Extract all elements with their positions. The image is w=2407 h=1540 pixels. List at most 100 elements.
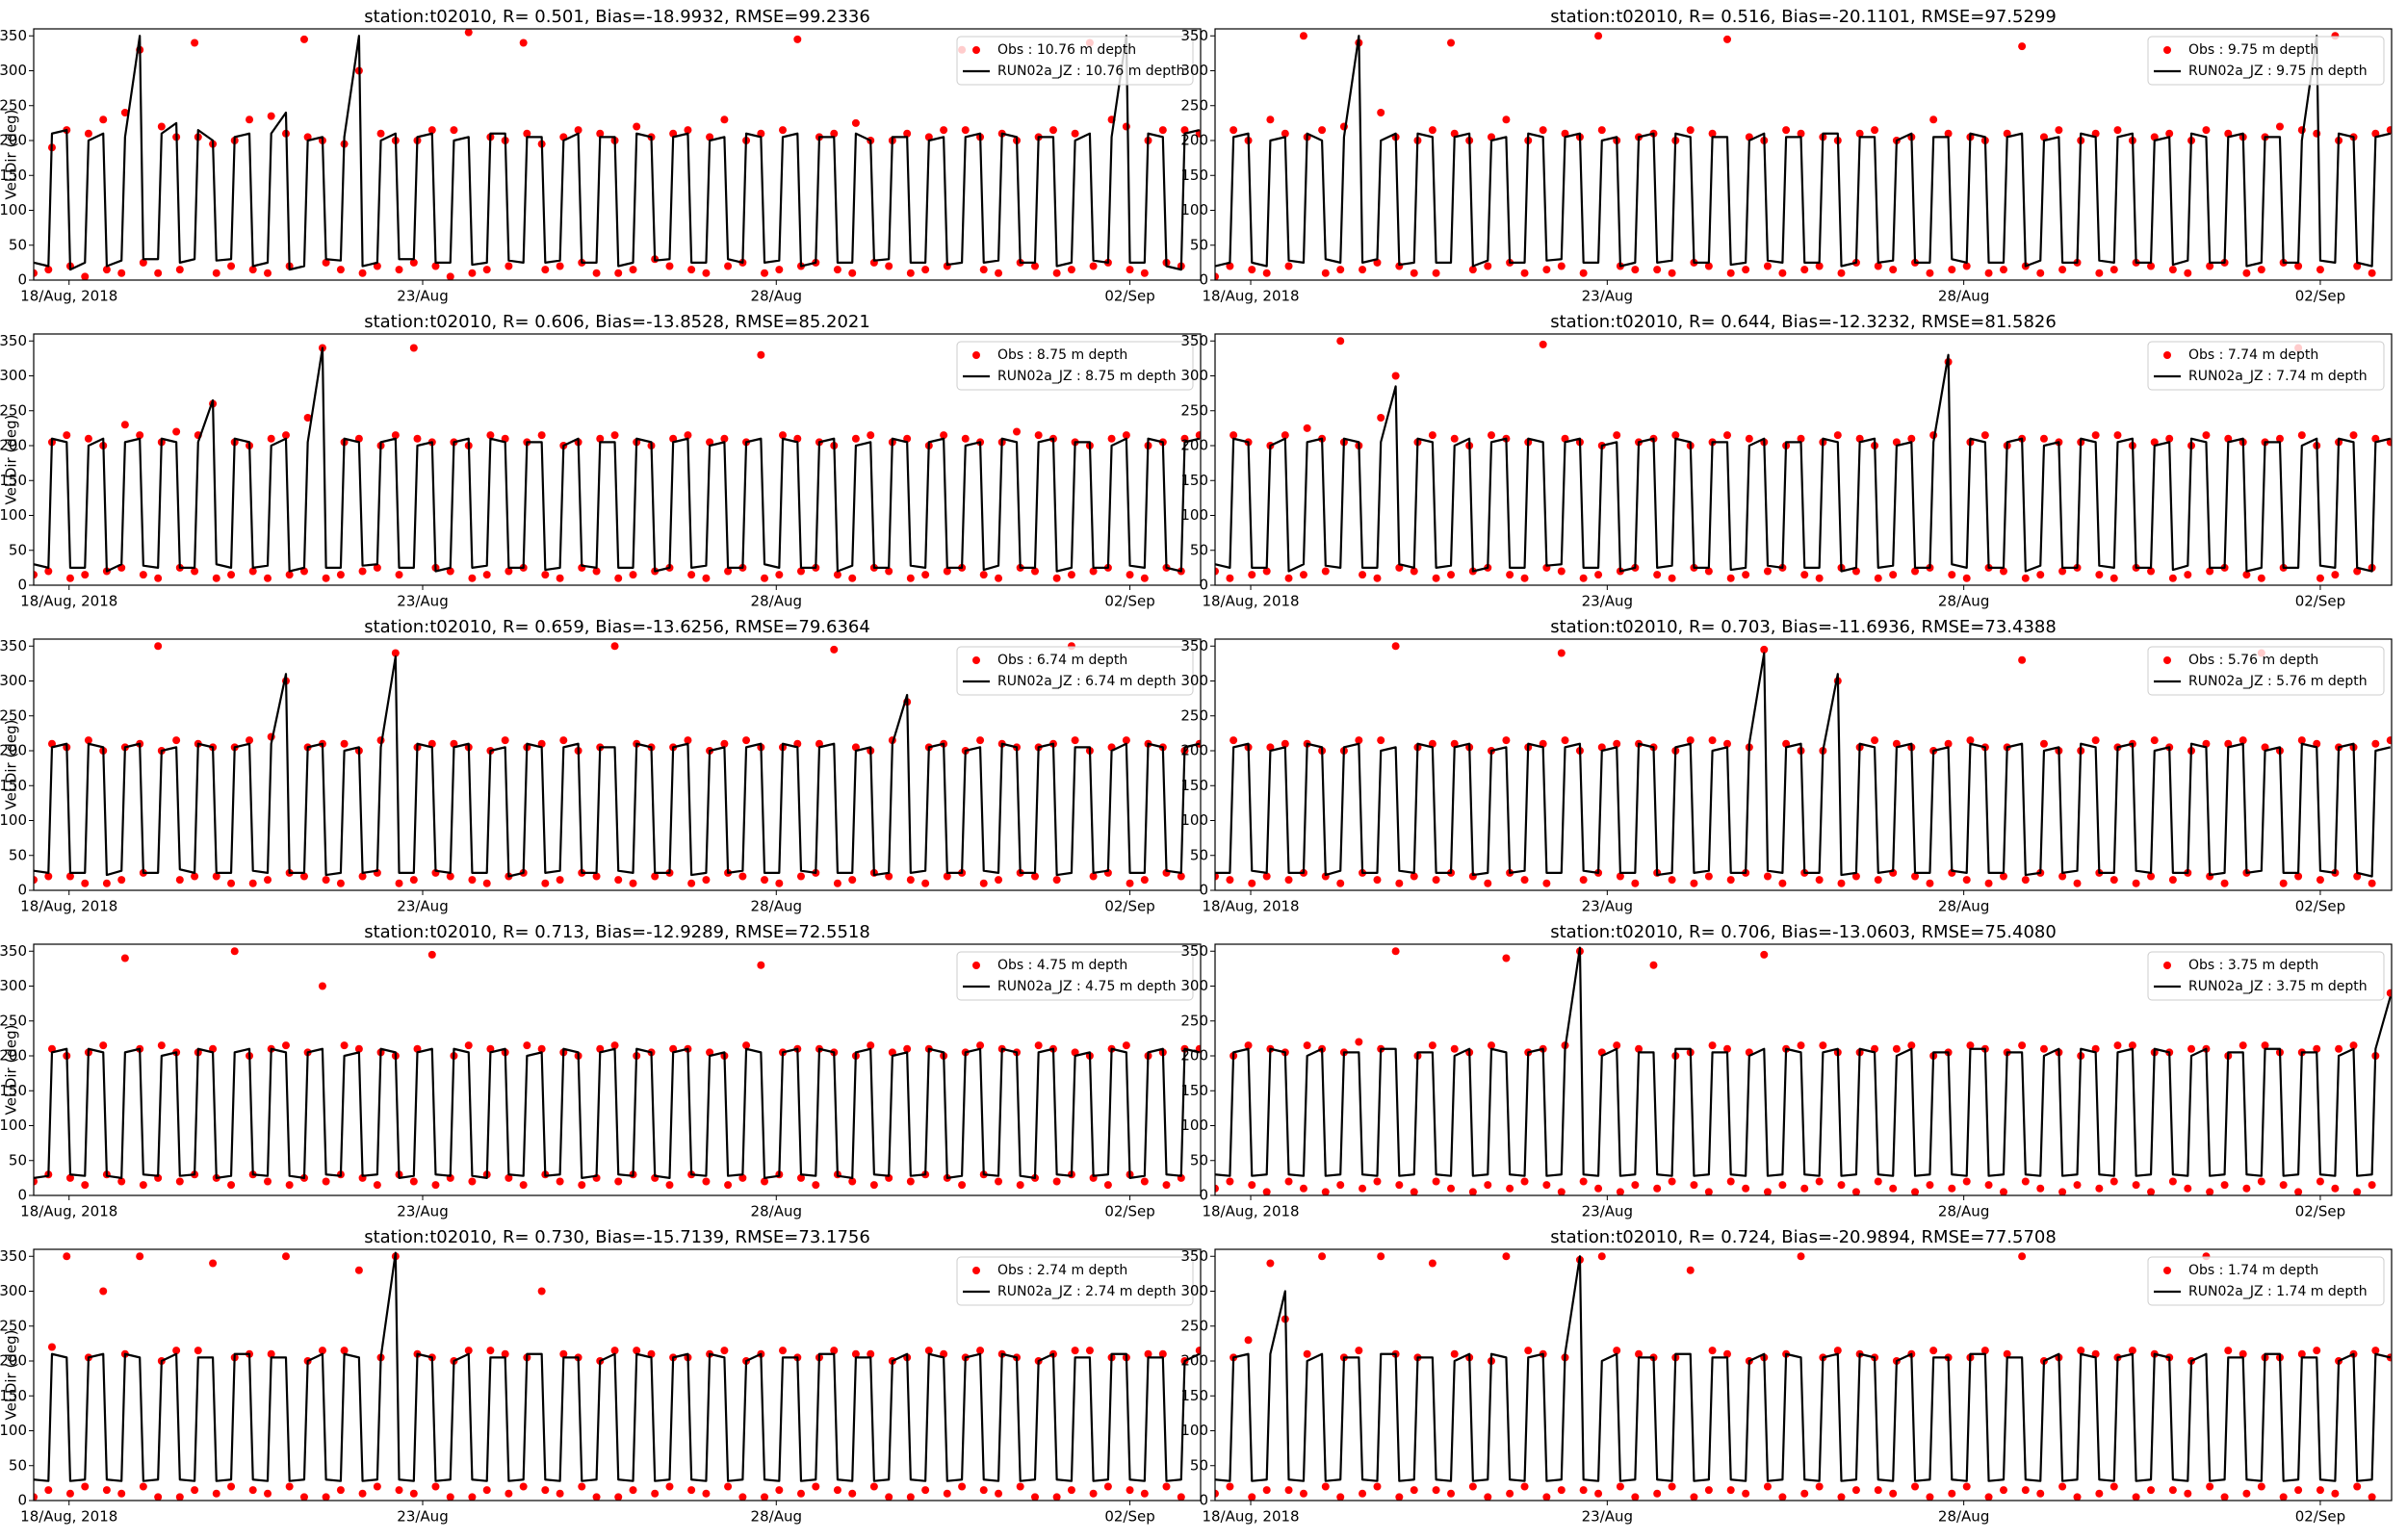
obs-point [1506, 1489, 1514, 1498]
obs-point [1999, 1188, 2007, 1195]
obs-point [687, 571, 696, 579]
subplot-title: station:t02010, R= 0.703, Bias=-11.6936,… [1550, 617, 2057, 637]
obs-point [775, 571, 784, 579]
obs-point [1797, 1041, 1805, 1050]
obs-point [1851, 1486, 1860, 1495]
obs-point [2018, 1041, 2027, 1050]
obs-point [1502, 116, 1511, 124]
obs-point [395, 266, 403, 274]
obs-point [102, 266, 111, 274]
obs-point [1410, 872, 1418, 881]
y-tick-label: 200 [0, 1352, 27, 1370]
y-tick-label: 300 [0, 62, 27, 79]
obs-point [1557, 1188, 1566, 1195]
obs-point [154, 642, 163, 651]
obs-point [1653, 571, 1662, 579]
x-tick-label: 18/Aug, 2018 [20, 288, 117, 305]
obs-point [2279, 1181, 2288, 1190]
obs-point [885, 872, 893, 881]
y-tick-label: 200 [1180, 437, 1208, 454]
obs-point [761, 269, 769, 277]
obs-point [1377, 1252, 1385, 1261]
obs-point [943, 567, 951, 576]
y-tick-label: 150 [1180, 1387, 1208, 1404]
obs-point [358, 567, 367, 576]
obs-point [2055, 126, 2063, 135]
legend-label: Obs : 5.76 m depth [2188, 653, 2318, 668]
obs-point [482, 266, 491, 274]
obs-point [706, 438, 714, 447]
obs-point [1226, 574, 1234, 582]
obs-point [2095, 571, 2104, 579]
obs-point [246, 116, 254, 124]
obs-point [2220, 1181, 2229, 1190]
obs-point [409, 1177, 418, 1186]
obs-point [1447, 571, 1456, 579]
obs-point [669, 1044, 678, 1053]
obs-point [1631, 1181, 1640, 1190]
model-line [1215, 1255, 2392, 1482]
legend-box [2147, 951, 2385, 1001]
obs-point [687, 266, 696, 274]
obs-point [848, 876, 857, 885]
obs-point [1723, 35, 1732, 43]
obs-point [2168, 574, 2177, 582]
obs-point [1962, 574, 1971, 582]
obs-point [322, 574, 330, 582]
obs-point [541, 571, 550, 579]
obs-point [1889, 571, 1898, 579]
obs-point [1103, 1482, 1112, 1491]
obs-point [2242, 1184, 2251, 1193]
obs-point [1107, 434, 1116, 443]
obs-point [139, 258, 147, 267]
subplot-title: station:t02010, R= 0.606, Bias=-13.8528,… [364, 312, 870, 332]
obs-point [541, 879, 550, 887]
model-line [34, 346, 1201, 573]
obs-point [848, 1177, 857, 1186]
obs-point [1723, 1349, 1732, 1358]
obs-point [1226, 262, 1234, 270]
y-tick-label: 200 [1180, 1352, 1208, 1370]
y-tick-label: 200 [0, 132, 27, 149]
obs-point [921, 879, 930, 887]
obs-point [409, 344, 418, 352]
obs-point [1561, 129, 1569, 138]
obs-point [81, 1181, 90, 1190]
obs-point [1126, 879, 1134, 887]
legend-label: RUN02a_JZ : 5.76 m depth [2188, 674, 2368, 689]
obs-point [519, 38, 528, 47]
legend: Obs : 1.74 m depth RUN02a_JZ : 1.74 m dep… [2147, 1256, 2385, 1306]
obs-point [1071, 129, 1079, 138]
legend: Obs : 3.75 m depth RUN02a_JZ : 3.75 m dep… [2147, 951, 2385, 1001]
obs-point [1244, 1336, 1253, 1345]
obs-point [84, 129, 92, 138]
obs-point [2184, 1489, 2192, 1498]
obs-point [1742, 1489, 1750, 1498]
obs-point [995, 1489, 1003, 1498]
obs-point [851, 743, 860, 752]
axes-frame [1214, 333, 2393, 586]
obs-point [1321, 567, 1330, 576]
obs-point [34, 876, 38, 885]
obs-point [1742, 266, 1750, 274]
y-tick-label: 150 [1180, 167, 1208, 184]
obs-point [395, 571, 403, 579]
obs-point [906, 1177, 915, 1186]
obs-point [1484, 262, 1492, 270]
obs-point [903, 1044, 912, 1053]
plot-area [1215, 946, 2392, 1195]
obs-point [1052, 1493, 1061, 1501]
obs-point [1851, 1188, 1860, 1195]
x-tick-label: 28/Aug [1938, 288, 1989, 305]
axes-frame [1214, 28, 2393, 281]
obs-point [2091, 431, 2100, 440]
obs-point [2109, 266, 2118, 274]
obs-point [2353, 567, 2362, 576]
x-tick-label: 02/Sep [1104, 898, 1154, 915]
obs-point [1763, 567, 1772, 576]
legend-label: Obs : 2.74 m depth [997, 1263, 1127, 1278]
obs-point [1284, 574, 1293, 582]
x-tick-label: 28/Aug [1938, 593, 1989, 610]
subplot: station:t02010, R= 0.516, Bias=-20.1101,… [1180, 7, 2393, 305]
x-tick-label: 18/Aug, 2018 [20, 1203, 117, 1220]
